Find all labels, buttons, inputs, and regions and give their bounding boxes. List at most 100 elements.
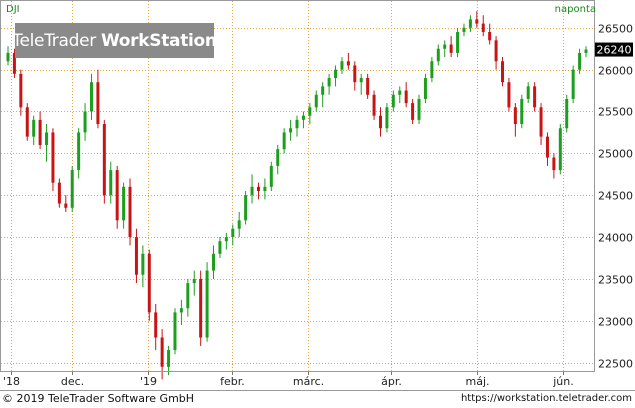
- candle-body: [578, 52, 582, 70]
- candle-body: [134, 237, 138, 275]
- candle-body: [70, 170, 74, 208]
- candle-body: [456, 31, 460, 53]
- candle-body: [507, 82, 511, 108]
- candle-body: [417, 98, 421, 120]
- candle-body: [96, 82, 100, 125]
- candle-body: [6, 52, 10, 62]
- candle-body: [462, 27, 466, 32]
- x-tick-label: jún.: [552, 375, 574, 388]
- candle-body: [179, 308, 183, 313]
- candle-body: [334, 69, 338, 79]
- candle-body: [308, 107, 312, 116]
- candle-body: [38, 119, 42, 145]
- candle-body: [436, 48, 440, 62]
- candle-body: [276, 149, 280, 166]
- candle-body: [545, 136, 549, 158]
- candle-body: [494, 40, 498, 62]
- candle-body: [141, 253, 145, 275]
- teletrader-logo: TeleTrader WorkStation: [12, 23, 217, 58]
- candle-body: [501, 61, 505, 83]
- candle-body: [19, 73, 23, 108]
- x-tick-label: máj.: [465, 375, 489, 388]
- candle-body: [224, 237, 228, 242]
- candle-body: [301, 115, 305, 120]
- plot-border: [0, 0, 595, 372]
- candle-body: [64, 203, 68, 208]
- y-tick-label: 24500: [598, 190, 633, 203]
- symbol-label: DJI: [6, 4, 20, 15]
- candle-body: [115, 170, 119, 221]
- y-axis: 22500 23000 23500 24000 24500 25000 25500 26000…: [598, 23, 633, 371]
- candle-body: [231, 228, 235, 238]
- candle-body: [122, 186, 126, 221]
- candle-body: [520, 98, 524, 125]
- candle-body: [565, 98, 569, 129]
- candle-body: [51, 132, 55, 183]
- candle-series: [6, 11, 588, 380]
- candle-body: [327, 78, 331, 87]
- x-axis: '18 dec. '19 febr. márc. ápr. máj. jún.: [3, 371, 574, 388]
- candle-body: [340, 61, 344, 70]
- logo-light-text: TeleTrader: [12, 30, 96, 51]
- candle-body: [218, 241, 222, 254]
- candle-body: [263, 186, 267, 192]
- candle-body: [212, 253, 216, 271]
- candle-body: [488, 31, 492, 41]
- candle-body: [372, 94, 376, 116]
- candle-body: [321, 86, 325, 95]
- candle-body: [481, 23, 485, 32]
- candle-body: [45, 132, 49, 145]
- candle-body: [391, 94, 395, 108]
- x-tick-label: febr.: [220, 375, 245, 388]
- candle-body: [250, 186, 254, 196]
- candle-body: [468, 19, 472, 28]
- x-tick-label: '18: [3, 375, 20, 388]
- candle-body: [314, 94, 318, 108]
- candle-body: [398, 90, 402, 95]
- candle-body: [244, 195, 248, 221]
- candle-body: [109, 170, 113, 196]
- candle-body: [205, 270, 209, 338]
- candle-body: [128, 186, 132, 238]
- candle-body: [449, 44, 453, 53]
- candle-body: [378, 115, 382, 129]
- candle-body: [430, 61, 434, 79]
- last-price-box: [595, 42, 633, 57]
- candle-body: [552, 157, 556, 171]
- y-tick-label: 23000: [598, 316, 633, 329]
- candle-body: [282, 132, 286, 150]
- y-tick-label: 22500: [598, 358, 633, 371]
- candle-body: [83, 111, 87, 133]
- candle-body: [359, 78, 363, 83]
- candle-body: [269, 165, 273, 187]
- copyright-text: © 2019 TeleTrader Software GmbH: [2, 392, 195, 405]
- candle-body: [192, 278, 196, 284]
- x-tick-label: ápr.: [381, 375, 402, 388]
- candle-body: [584, 49, 588, 53]
- candle-body: [295, 119, 299, 129]
- candle-body: [571, 69, 575, 99]
- candle-body: [25, 107, 29, 137]
- candle-body: [32, 119, 36, 137]
- y-tick-label: 26500: [598, 23, 633, 36]
- candle-body: [289, 128, 293, 133]
- candle-body: [237, 220, 241, 229]
- candle-body: [147, 253, 151, 313]
- candle-body: [539, 107, 543, 137]
- candle-body: [558, 128, 562, 171]
- candle-body: [353, 65, 357, 83]
- candle-body: [443, 44, 447, 49]
- candle-body: [102, 124, 106, 196]
- y-tick-label: 24000: [598, 232, 633, 245]
- source-url-link[interactable]: https://workstation.teletrader.com: [460, 393, 632, 404]
- period-label: naponta: [554, 4, 596, 15]
- y-tick-label: 23500: [598, 274, 633, 287]
- candle-body: [475, 19, 479, 24]
- last-price-value: 26240: [597, 44, 632, 57]
- candle-body: [385, 107, 389, 129]
- candle-body: [404, 90, 408, 104]
- candle-body: [513, 107, 517, 125]
- candle-body: [167, 350, 171, 367]
- candle-body: [526, 86, 530, 99]
